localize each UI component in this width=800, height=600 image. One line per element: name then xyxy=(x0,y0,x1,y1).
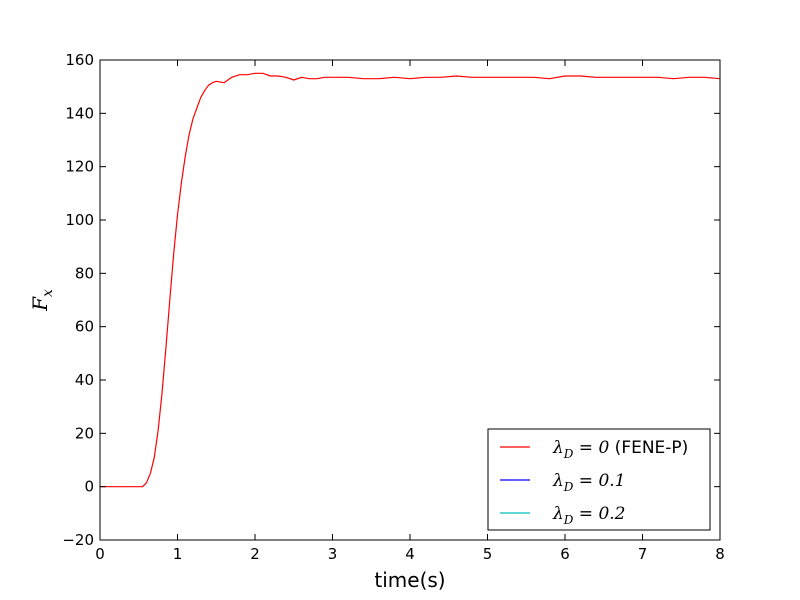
series-line-0 xyxy=(100,72,721,488)
legend-item: λD = 0 (FENE-P) xyxy=(500,438,688,461)
series-layer xyxy=(99,72,721,488)
y-tick-label: 100 xyxy=(65,211,94,229)
legend: λD = 0 (FENE-P) λD = 0.1 λD = 0.2 xyxy=(487,428,711,531)
y-tick-label: −20 xyxy=(62,531,94,549)
x-tick-label: 0 xyxy=(95,545,105,563)
y-tick-label: 20 xyxy=(75,424,94,442)
legend-label: λD = 0.2 xyxy=(552,504,626,527)
y-tick-label: 40 xyxy=(75,371,94,389)
y-tick-label: 60 xyxy=(75,318,94,336)
x-tick-label: 7 xyxy=(638,545,648,563)
x-tick-label: 4 xyxy=(405,545,415,563)
legend-label: λD = 0.1 xyxy=(552,471,626,494)
legend-label: λD = 0 (FENE-P) xyxy=(552,438,688,461)
y-axis-label: Fx xyxy=(28,289,56,312)
legend-item: λD = 0.2 xyxy=(500,504,626,527)
y-tick-label: 140 xyxy=(65,104,94,122)
x-axis-ticks: 0 1 2 3 4 5 6 7 8 xyxy=(95,60,725,563)
y-tick-label: 0 xyxy=(84,478,94,496)
x-tick-label: 5 xyxy=(483,545,493,563)
x-axis-label: time(s) xyxy=(374,568,445,592)
x-tick-label: 8 xyxy=(715,545,725,563)
legend-item: λD = 0.1 xyxy=(500,471,626,494)
x-tick-label: 2 xyxy=(250,545,260,563)
x-tick-label: 6 xyxy=(560,545,570,563)
y-tick-label: 160 xyxy=(65,51,94,69)
x-tick-label: 1 xyxy=(173,545,183,563)
y-tick-label: 120 xyxy=(65,158,94,176)
y-tick-label: 80 xyxy=(75,264,94,282)
x-tick-label: 3 xyxy=(328,545,338,563)
y-axis-ticks: −20 0 20 40 60 80 100 120 140 160 xyxy=(62,51,720,549)
